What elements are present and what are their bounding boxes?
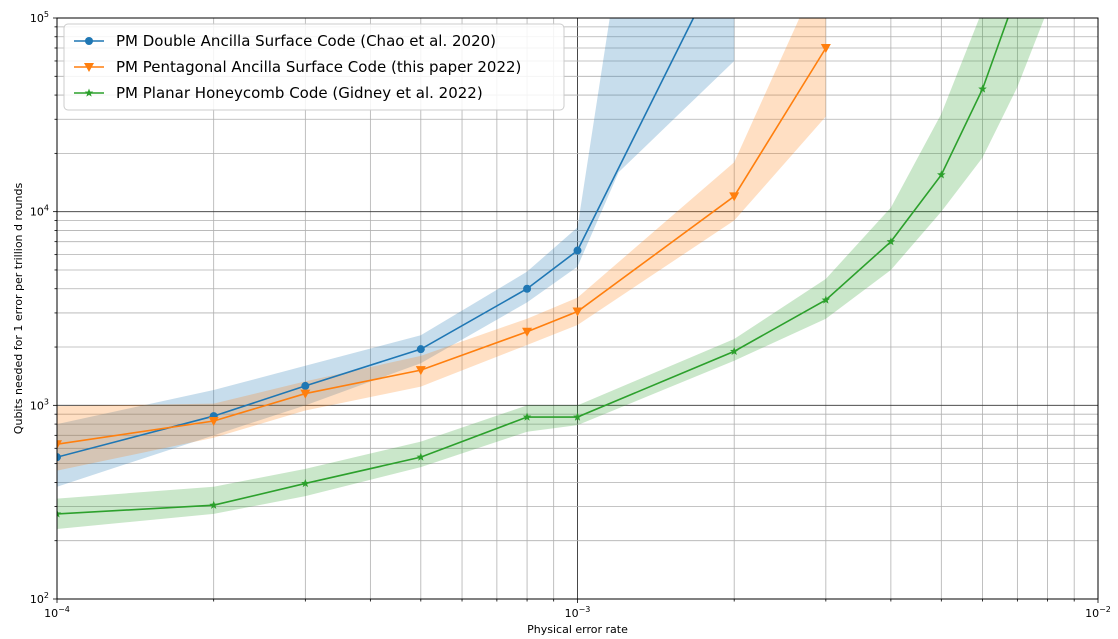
point-series-2	[415, 366, 426, 376]
point-series-3	[937, 170, 946, 179]
point-series-3	[978, 84, 987, 93]
line-series-2	[57, 47, 827, 445]
legend: PM Double Ancilla Surface Code (Chao et …	[63, 23, 565, 111]
point-series-2	[57, 440, 62, 450]
line-series-3	[57, 18, 1009, 515]
legend-label-1: PM Double Ancilla Surface Code (Chao et …	[116, 32, 496, 50]
legend-label-3: PM Planar Honeycomb Code (Gidney et al. …	[116, 84, 483, 102]
series-markers	[57, 43, 987, 518]
point-series-3	[209, 500, 218, 509]
point-series-3	[301, 478, 310, 488]
point-series-3	[416, 452, 426, 461]
axis-ticks: 10−4 10−3 10−2 102 103 104 105	[30, 10, 1111, 620]
point-series-3	[522, 412, 532, 421]
y-tick-label: 102	[30, 591, 49, 606]
legend-marker-2	[84, 63, 94, 72]
band-series-2	[57, 18, 826, 471]
x-tick-label: 10−4	[44, 605, 70, 620]
x-tick-label: 10−2	[1085, 605, 1111, 620]
point-series-2	[522, 327, 533, 337]
point-series-1	[416, 345, 425, 354]
x-axis-label: Physical error rate	[527, 623, 628, 636]
point-series-1	[573, 246, 582, 255]
y-tick-label: 104	[30, 204, 49, 219]
legend-label-2: PM Pentagonal Ancilla Surface Code (this…	[116, 58, 521, 76]
y-axis-label: Qubits needed for 1 error per trillion d…	[12, 183, 25, 435]
y-tick-label: 105	[30, 10, 49, 25]
point-series-2	[300, 389, 311, 399]
legend-box	[63, 23, 565, 111]
point-series-1	[523, 284, 532, 293]
point-series-1	[301, 381, 310, 390]
point-series-2	[820, 43, 831, 53]
band-series-3	[57, 18, 1045, 529]
point-series-2	[208, 417, 219, 427]
y-tick-label: 103	[30, 397, 49, 412]
point-series-3	[729, 346, 739, 355]
grid-lines	[56, 18, 1098, 600]
point-series-1	[57, 453, 61, 462]
x-tick-label: 10−3	[565, 605, 591, 620]
point-series-3	[57, 509, 62, 518]
point-series-3	[821, 295, 831, 304]
point-series-3	[886, 237, 896, 246]
point-series-3	[573, 412, 582, 421]
legend-marker-1	[85, 37, 93, 45]
point-series-2	[572, 307, 583, 317]
point-series-2	[729, 192, 740, 202]
legend-marker-3	[84, 88, 94, 97]
